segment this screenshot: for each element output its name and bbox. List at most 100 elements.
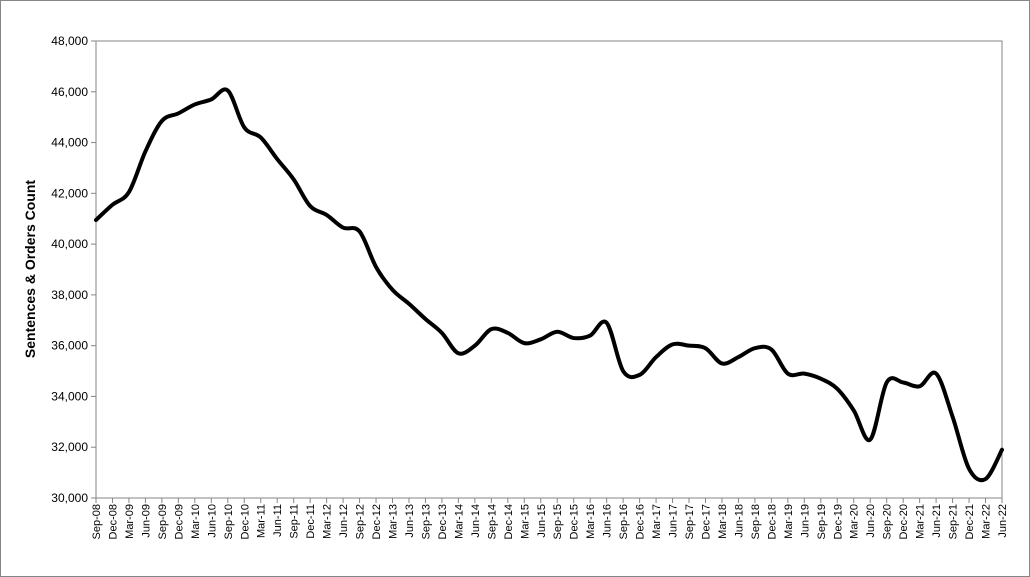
data-point bbox=[753, 346, 757, 350]
y-axis: 30,000 32,000 34,000 36,000 38,000 40,000 42,0… bbox=[51, 34, 96, 505]
series-line bbox=[94, 87, 1004, 483]
data-point bbox=[110, 203, 114, 207]
data-point bbox=[967, 467, 971, 471]
data-point bbox=[835, 387, 839, 391]
data-point bbox=[868, 438, 872, 442]
x-tick-label: Dec-08 bbox=[107, 504, 119, 539]
data-point bbox=[720, 361, 724, 365]
data-point bbox=[226, 89, 230, 93]
x-tick-label: Dec-16 bbox=[635, 504, 647, 539]
data-point bbox=[391, 288, 395, 292]
y-tick-label: 30,000 bbox=[51, 491, 88, 505]
y-tick-label: 36,000 bbox=[51, 339, 88, 353]
x-tick-label: Jun-10 bbox=[206, 504, 218, 538]
x-tick-label: Sep-08 bbox=[91, 504, 103, 539]
data-point bbox=[572, 336, 576, 340]
x-tick-label: Jun-21 bbox=[931, 504, 943, 538]
x-tick-label: Sep-18 bbox=[750, 504, 762, 539]
x-tick-label: Mar-20 bbox=[849, 504, 861, 539]
data-point bbox=[819, 377, 823, 381]
y-tick-label: 40,000 bbox=[51, 237, 88, 251]
x-tick-label: Mar-14 bbox=[453, 504, 465, 539]
data-point bbox=[786, 372, 790, 376]
data-point bbox=[489, 327, 493, 331]
x-tick-label: Mar-16 bbox=[585, 504, 597, 539]
data-point bbox=[506, 331, 510, 335]
data-point bbox=[687, 344, 691, 348]
data-point bbox=[1000, 448, 1004, 452]
data-point bbox=[160, 119, 164, 123]
data-point bbox=[407, 302, 411, 306]
x-tick-label: Sep-14 bbox=[486, 504, 498, 539]
x-tick-label: Sep-11 bbox=[289, 504, 301, 539]
x-tick-label: Dec-21 bbox=[964, 504, 976, 539]
data-point bbox=[769, 347, 773, 351]
data-point bbox=[736, 355, 740, 359]
y-tick-label: 42,000 bbox=[51, 186, 88, 200]
data-point bbox=[703, 346, 707, 350]
data-point bbox=[555, 330, 559, 334]
x-tick-label: Jun-22 bbox=[997, 504, 1009, 538]
data-point bbox=[885, 380, 889, 384]
x-tick-label: Sep-21 bbox=[948, 504, 960, 539]
x-tick-label: Dec-11 bbox=[305, 504, 317, 539]
x-tick-label: Jun-09 bbox=[140, 504, 152, 538]
y-tick-label: 34,000 bbox=[51, 389, 88, 403]
y-axis-label: Sentences & Orders Count bbox=[22, 180, 38, 358]
data-point bbox=[539, 337, 543, 341]
x-tick-label: Sep-12 bbox=[355, 504, 367, 539]
data-point bbox=[802, 372, 806, 376]
data-point bbox=[143, 149, 147, 153]
y-tick-label: 32,000 bbox=[51, 440, 88, 454]
data-point bbox=[423, 317, 427, 321]
data-point bbox=[638, 373, 642, 377]
y-tick-label: 44,000 bbox=[51, 136, 88, 150]
data-point bbox=[341, 226, 345, 230]
data-point bbox=[588, 334, 592, 338]
data-point bbox=[605, 321, 609, 325]
data-point bbox=[94, 218, 98, 222]
x-axis: Sep-08 Dec-08 Mar-09 Jun-09 Sep-09 Dec-09 Mar-… bbox=[91, 498, 1009, 539]
x-tick-label: Dec-14 bbox=[503, 504, 515, 539]
x-tick-label: Sep-16 bbox=[618, 504, 630, 539]
data-point bbox=[127, 190, 131, 194]
x-tick-label: Sep-20 bbox=[882, 504, 894, 539]
x-tick-label: Jun-18 bbox=[733, 504, 745, 538]
data-point bbox=[209, 97, 213, 101]
x-tick-label: Mar-09 bbox=[124, 504, 136, 539]
x-tick-label: Dec-20 bbox=[898, 504, 910, 539]
data-point bbox=[193, 102, 197, 106]
x-tick-label: Mar-10 bbox=[190, 504, 202, 539]
x-tick-label: Jun-20 bbox=[865, 504, 877, 538]
x-tick-label: Sep-19 bbox=[816, 504, 828, 539]
data-point bbox=[374, 265, 378, 269]
x-tick-label: Dec-13 bbox=[437, 504, 449, 539]
x-tick-label: Mar-13 bbox=[388, 504, 400, 539]
x-tick-label: Dec-10 bbox=[239, 504, 251, 539]
x-tick-label: Jun-16 bbox=[602, 504, 614, 538]
y-tick-label: 46,000 bbox=[51, 85, 88, 99]
data-point bbox=[918, 384, 922, 388]
x-tick-label: Dec-18 bbox=[766, 504, 778, 539]
x-tick-label: Dec-19 bbox=[832, 504, 844, 539]
x-tick-label: Sep-10 bbox=[223, 504, 235, 539]
data-point bbox=[671, 342, 675, 346]
data-point bbox=[951, 415, 955, 419]
x-tick-label: Dec-12 bbox=[371, 504, 383, 539]
data-point bbox=[654, 355, 658, 359]
data-point bbox=[456, 351, 460, 355]
data-point bbox=[984, 477, 988, 481]
x-tick-label: Jun-17 bbox=[668, 504, 680, 538]
x-tick-label: Dec-17 bbox=[700, 504, 712, 539]
plot-area bbox=[95, 40, 1003, 499]
x-tick-label: Jun-19 bbox=[799, 504, 811, 538]
data-point bbox=[292, 177, 296, 181]
x-tick-label: Jun-14 bbox=[470, 504, 482, 538]
data-point bbox=[901, 380, 905, 384]
x-tick-label: Mar-12 bbox=[322, 504, 334, 539]
data-point bbox=[934, 372, 938, 376]
x-tick-label: Mar-19 bbox=[783, 504, 795, 539]
x-tick-label: Mar-11 bbox=[256, 504, 268, 538]
x-tick-label: Mar-21 bbox=[915, 504, 927, 539]
